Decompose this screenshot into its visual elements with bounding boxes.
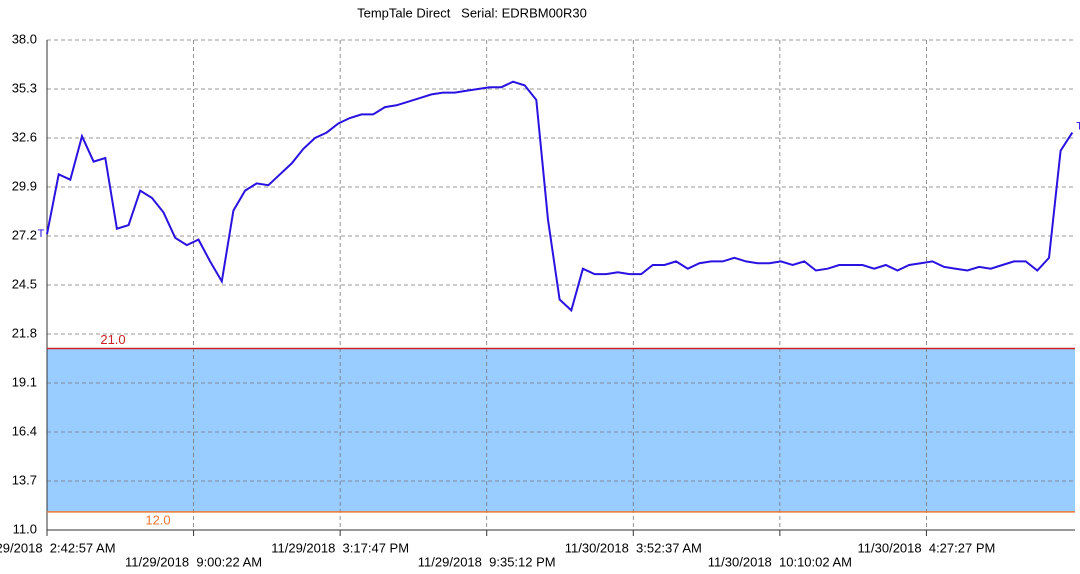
x-tick-label: 11/29/2018 2:42:57 AM bbox=[0, 540, 116, 555]
x-tick-label: 11/30/2018 10:10:02 AM bbox=[708, 554, 852, 569]
line-marker: T bbox=[38, 228, 45, 240]
x-tick-label: 11/29/2018 3:17:47 PM bbox=[271, 540, 409, 555]
y-tick-label: 27.2 bbox=[12, 227, 37, 242]
threshold-band bbox=[47, 348, 1075, 512]
y-tick-label: 32.6 bbox=[12, 129, 37, 144]
data-line bbox=[46, 80, 1074, 313]
y-tick-label: 21.8 bbox=[12, 325, 37, 340]
x-tick-label: 11/29/2018 9:00:22 AM bbox=[125, 554, 262, 569]
y-tick-label: 24.5 bbox=[12, 276, 37, 291]
y-tick-label: 11.0 bbox=[13, 521, 37, 536]
y-tick-label: 19.1 bbox=[12, 374, 37, 389]
x-tick-label: 11/29/2018 9:35:12 PM bbox=[418, 554, 556, 569]
threshold-label: 21.0 bbox=[100, 332, 125, 347]
y-tick-label: 38.0 bbox=[12, 31, 37, 46]
y-tick-label: 13.7 bbox=[12, 472, 37, 487]
x-tick-label: 11/30/2018 3:52:37 AM bbox=[565, 540, 702, 555]
y-tick-label: 29.9 bbox=[12, 178, 37, 193]
chart-title: TempTale Direct Serial: EDRBM00R30 bbox=[357, 5, 587, 20]
threshold-label: 12.0 bbox=[145, 512, 170, 527]
y-tick-label: 16.4 bbox=[12, 423, 37, 438]
x-tick-label: 11/30/2018 4:27:27 PM bbox=[858, 540, 996, 555]
y-tick-label: 35.3 bbox=[12, 80, 37, 95]
line-marker: T bbox=[1076, 120, 1080, 132]
